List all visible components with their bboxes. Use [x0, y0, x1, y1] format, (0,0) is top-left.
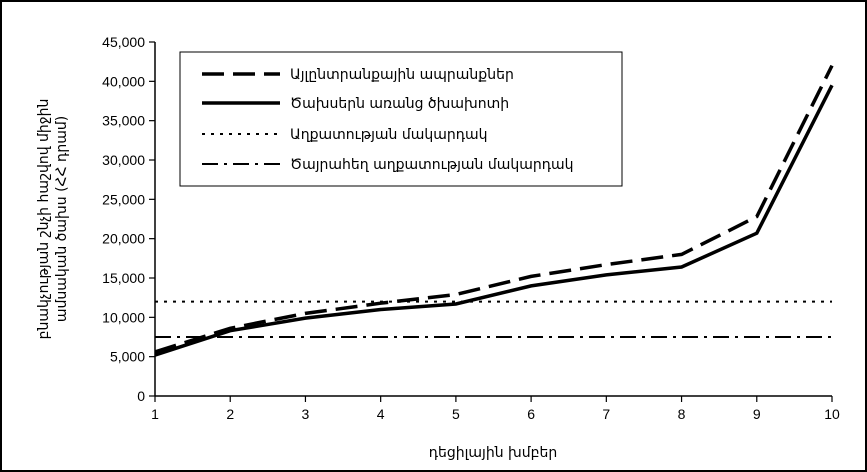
- y-tick-label: 25,000: [102, 191, 145, 207]
- legend-label-3: Աղքատության մակարդակ: [290, 127, 488, 143]
- y-tick-label: 35,000: [102, 113, 145, 129]
- x-tick-label: 2: [226, 406, 234, 422]
- y-axis-title-line-2: ամսական ծախս (ՀՀ դրամ): [54, 116, 70, 322]
- axes-layer: [154, 42, 832, 397]
- y-axis-title: բնակչության շնչի հաշվով միջին ամսական ծա…: [36, 99, 70, 340]
- x-axis-title: դեցիլային խմբեր: [429, 445, 558, 461]
- legend: Այլընտրանքային ապրանքներ Ծախսերն առանց ծխ…: [179, 51, 623, 187]
- series-line-2: [154, 84, 834, 357]
- x-tick-label: 8: [678, 406, 686, 422]
- x-tick-label: 7: [602, 406, 610, 422]
- y-tick-label: 5,000: [110, 349, 145, 365]
- legend-label-2: Ծախսերն առանց ծխախոտի: [290, 96, 509, 112]
- x-tick-label: 6: [527, 406, 535, 422]
- y-tick-label: 10,000: [102, 309, 145, 325]
- series-line-1: [154, 64, 834, 354]
- x-tick-label: 1: [151, 406, 159, 422]
- legend-label-4: Ծայրահեղ աղքատության մակարդակ: [290, 157, 574, 173]
- y-tick-label: 15,000: [102, 270, 145, 286]
- x-tick-label: 3: [302, 406, 310, 422]
- x-tick-label: 9: [753, 406, 761, 422]
- ticks-layer: 0 5,000 10,000 15,000 20,000 25,000 30,000 35,0…: [102, 34, 840, 422]
- y-tick-label: 20,000: [102, 231, 145, 247]
- x-tick-label: 4: [377, 406, 385, 422]
- y-tick-label: 30,000: [102, 152, 145, 168]
- x-tick-label: 5: [452, 406, 460, 422]
- y-tick-label: 45,000: [102, 34, 145, 50]
- y-tick-label: 0: [137, 388, 145, 404]
- series-layer: [154, 64, 834, 357]
- y-axis-title-line-1: բնակչության շնչի հաշվով միջին: [36, 99, 52, 340]
- y-tick-label: 40,000: [102, 73, 145, 89]
- legend-label-1: Այլընտրանքային ապրանքներ: [290, 67, 514, 83]
- x-tick-label: 10: [824, 406, 840, 422]
